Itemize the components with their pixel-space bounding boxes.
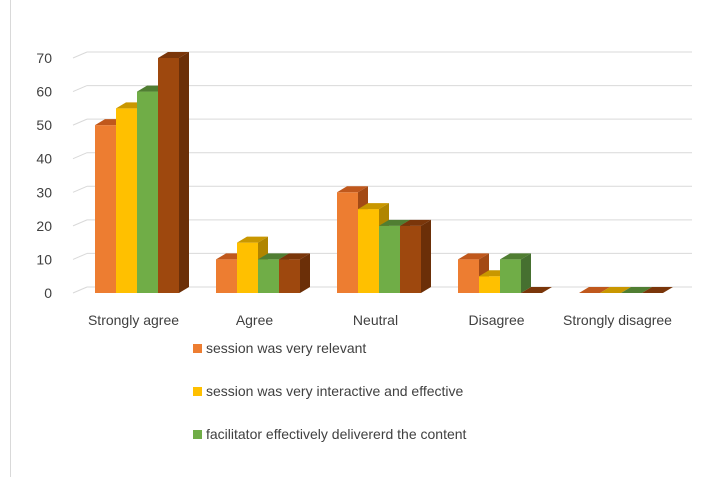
- bar-top: [258, 253, 289, 260]
- bar: [158, 52, 189, 293]
- bar-side: [421, 219, 431, 293]
- bar-top: [237, 236, 268, 243]
- gridline-diagonal: [72, 152, 88, 160]
- y-axis: 0 10 20 30 40 50 60 70: [36, 50, 52, 301]
- bar-top: [500, 253, 531, 260]
- legend-swatch: [193, 344, 202, 353]
- bar-top: [279, 253, 310, 260]
- y-tick-label: 20: [36, 218, 52, 234]
- bar-front: [95, 125, 116, 294]
- y-tick-label: 70: [36, 50, 52, 66]
- frame-border: [10, 0, 11, 477]
- bar: [279, 253, 310, 293]
- bar-side: [521, 253, 531, 293]
- bar-top: [642, 287, 673, 293]
- bar-front: [500, 259, 521, 293]
- x-axis: Strongly agree Agree Neutral Disagree Strong…: [88, 312, 672, 328]
- gridline-diagonal: [72, 252, 88, 260]
- bar: [500, 253, 531, 293]
- bar-front: [137, 91, 158, 293]
- bar-top: [579, 287, 610, 293]
- bar-top: [600, 287, 631, 293]
- bar: [642, 287, 673, 293]
- bar-front: [479, 276, 500, 293]
- bar-front: [337, 192, 358, 293]
- bar-top: [379, 219, 410, 226]
- bar-front: [358, 209, 379, 293]
- bar-top: [158, 52, 189, 58]
- bar-side: [179, 52, 189, 293]
- legend-item: session was very interactive and effecti…: [193, 383, 464, 399]
- gridline-diagonal: [72, 85, 88, 93]
- y-tick-label: 0: [44, 285, 52, 301]
- y-tick-label: 60: [36, 84, 52, 100]
- x-tick-label-strongly-disagree: Strongly disagree: [563, 312, 672, 328]
- x-tick-label-agree: Agree: [236, 312, 274, 328]
- bar-top: [458, 253, 489, 260]
- legend-label: session was very relevant: [206, 340, 366, 356]
- gridline-diagonal: [72, 185, 88, 193]
- bar-top: [621, 287, 652, 293]
- bar: [621, 287, 652, 293]
- legend: session was very relevant session was ver…: [193, 340, 467, 442]
- bar-front: [237, 242, 258, 293]
- bar-front: [258, 259, 279, 293]
- legend-swatch: [193, 430, 202, 439]
- bar-side: [300, 253, 310, 293]
- gridline-diagonal: [72, 51, 88, 59]
- x-tick-label-neutral: Neutral: [353, 312, 398, 328]
- bar-top: [337, 186, 368, 193]
- y-tick-label: 30: [36, 184, 52, 200]
- bar-front: [279, 259, 300, 293]
- legend-item: facilitator effectively delivererd the c…: [193, 426, 467, 442]
- bar: [600, 287, 631, 293]
- y-tick-label: 40: [36, 151, 52, 167]
- bar-front: [400, 225, 421, 293]
- y-tick-label: 50: [36, 117, 52, 133]
- x-tick-label-strongly-agree: Strongly agree: [88, 312, 179, 328]
- bar-top: [400, 219, 431, 226]
- legend-swatch: [193, 387, 202, 396]
- bar-top: [521, 287, 552, 293]
- bar: [400, 219, 431, 293]
- gridline-diagonal: [72, 118, 88, 126]
- bar-top: [358, 203, 389, 210]
- x-tick-label-disagree: Disagree: [468, 312, 524, 328]
- bar-front: [379, 225, 400, 293]
- bar: [579, 287, 610, 293]
- legend-label: facilitator effectively delivererd the c…: [206, 426, 467, 442]
- bar: [521, 287, 552, 293]
- bar-front: [458, 259, 479, 293]
- bar-front: [116, 108, 137, 293]
- y-tick-label: 10: [36, 251, 52, 267]
- gridline-diagonal: [72, 286, 88, 294]
- legend-label: session was very interactive and effecti…: [206, 383, 464, 399]
- legend-item: session was very relevant: [193, 340, 366, 356]
- bar-front: [158, 58, 179, 293]
- gridline-diagonal: [72, 219, 88, 227]
- bars: [95, 52, 673, 294]
- bar-front: [216, 259, 237, 293]
